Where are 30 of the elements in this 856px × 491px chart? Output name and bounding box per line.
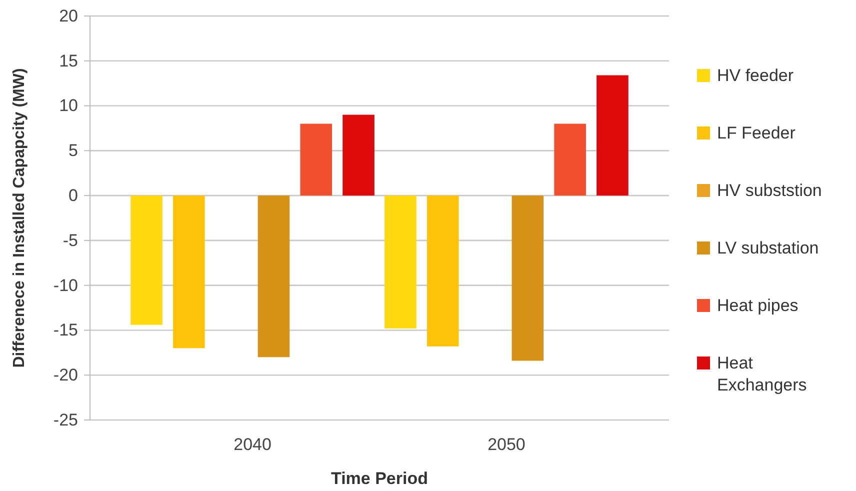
y-tick-label: -10 — [53, 276, 78, 295]
x-tick-label: 2040 — [234, 435, 272, 454]
y-axis-title: Differenece in Installed Capapcity (MW) — [11, 68, 28, 368]
bar — [300, 124, 332, 196]
bar — [342, 114, 374, 196]
y-tick-label: 20 — [59, 6, 78, 26]
bar — [173, 196, 205, 348]
bar — [384, 196, 416, 328]
legend-label: LV substation — [717, 238, 819, 258]
bar — [130, 196, 162, 325]
y-tick-label: -15 — [53, 320, 78, 340]
bar — [512, 196, 544, 361]
legend-label: Heat pipes — [717, 296, 798, 315]
legend-label: HV subststion — [717, 181, 822, 200]
bar — [596, 75, 628, 196]
y-tick-label: -20 — [53, 366, 78, 385]
legend-label: Heat Exchangers — [717, 354, 807, 394]
legend-label: LF Feeder — [717, 124, 796, 142]
y-tick-label: 5 — [68, 141, 78, 160]
bar — [554, 124, 586, 196]
y-tick-label: -5 — [62, 230, 78, 250]
x-tick-label: 2050 — [488, 435, 526, 454]
y-tick-label: 0 — [68, 186, 78, 205]
x-axis-title: Time Period — [331, 469, 428, 488]
y-tick-label: 10 — [59, 96, 78, 116]
bar — [258, 196, 290, 358]
y-tick-label: 15 — [59, 51, 78, 70]
legend-label: HV feeder — [717, 66, 794, 85]
y-tick-label: -25 — [53, 410, 78, 430]
bar — [426, 196, 459, 346]
